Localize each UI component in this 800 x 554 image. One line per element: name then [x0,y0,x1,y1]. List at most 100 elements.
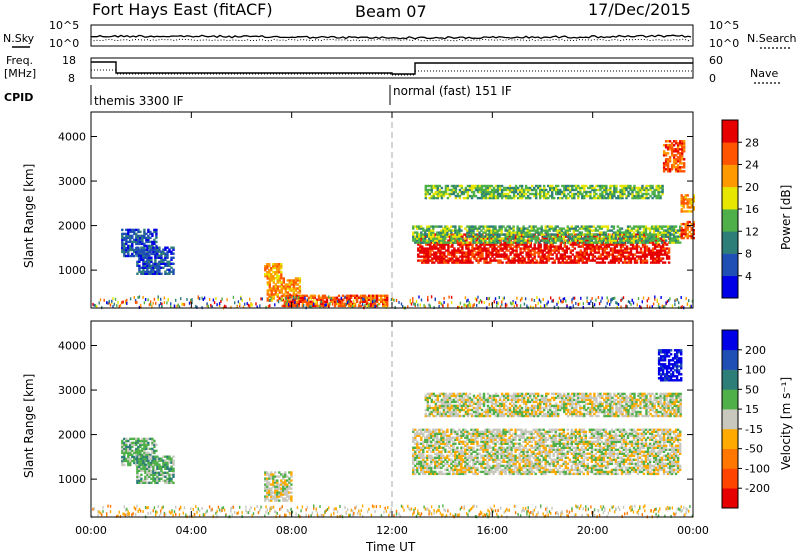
heatmap-cell-1-1 [170,469,173,472]
heatmap-cell-0-5 [513,257,516,260]
heatmap-cell-0-6 [436,231,439,234]
noise-left-tick-low: 10^0 [49,37,79,50]
heatmap-cell-0-5 [659,253,663,256]
heatmap-cell-0-6 [446,233,449,236]
heatmap-cell-0-5 [453,255,456,258]
heatmap-cell-0-6 [502,225,505,228]
heatmap-cell-0-7 [450,192,454,196]
heatmap-cell-0-1 [158,264,161,267]
heatmap-cell-0-6 [550,241,553,244]
ground-cell [285,302,287,306]
heatmap-cell-0-1 [162,262,165,265]
heatmap-cell-1-0 [123,457,126,461]
heatmap-cell-0-6 [662,237,666,240]
heatmap-cell-1-2 [266,489,269,492]
heatmap-cell-0-6 [648,235,652,238]
heatmap-cell-0-6 [666,225,670,228]
heatmap-cell-0-7 [657,196,660,200]
heatmap-cell-0-8 [662,168,666,171]
heatmap-cell-1-0 [127,457,130,461]
heatmap-cell-0-5 [573,233,576,236]
heatmap-cell-0-4 [335,296,339,299]
heatmap-cell-0-7 [535,196,538,200]
heatmap-cell-0-5 [599,245,603,248]
heatmap-cell-0-5 [561,259,564,262]
heatmap-cell-0-5 [639,261,643,264]
heatmap-cell-0-5 [521,243,524,246]
heatmap-cell-0-1 [146,268,149,271]
heatmap-cell-0-8 [672,148,676,151]
ground-cell [180,297,182,301]
heatmap-cell-0-7 [571,184,574,188]
heatmap-cell-0-8 [679,162,682,165]
heatmap-cell-0-6 [562,235,565,238]
heatmap-cell-0-10 [690,210,693,213]
colorbar-tick-label: 4 [745,270,752,283]
heatmap-cell-1-1 [142,481,145,484]
heatmap-cell-0-8 [679,166,682,169]
heatmap-cell-0-5 [661,239,665,242]
heatmap-cell-1-1 [150,473,153,476]
ground-cell [420,298,423,302]
ground-cell [467,298,469,302]
heatmap-cell-0-7 [633,186,636,190]
heatmap-cell-1-0 [141,447,144,451]
heatmap-cell-0-5 [501,261,504,264]
heatmap-cell-0-4 [323,300,327,303]
heatmap-cell-0-5 [569,243,572,246]
heatmap-cell-0-6 [584,233,587,236]
heatmap-cell-0-5 [643,261,647,264]
heatmap-cell-0-1 [138,264,141,267]
heatmap-cell-0-6 [596,241,600,244]
colorbar-tick-label: 12 [745,225,759,238]
heatmap-cell-0-5 [641,259,645,262]
heatmap-cell-0-6 [474,235,477,238]
heatmap-cell-0-6 [446,225,449,228]
heatmap-cell-0-4 [297,302,301,306]
heatmap-cell-0-0 [127,254,130,258]
heatmap-cell-0-5 [597,251,601,254]
heatmap-cell-1-0 [131,453,134,457]
heatmap-cell-0-7 [579,188,582,192]
heatmap-cell-0-6 [668,237,672,240]
heatmap-cell-0-6 [474,237,477,240]
heatmap-cell-0-6 [420,225,423,228]
heatmap-cell-0-6 [679,241,682,244]
heatmap-cell-0-0 [155,234,158,238]
heatmap-cell-0-5 [501,253,504,256]
heatmap-cell-0-6 [668,229,672,232]
heatmap-cell-0-0 [141,240,144,244]
ground-cell [646,299,648,303]
ground-cell [374,304,376,308]
heatmap-cell-0-6 [442,239,445,242]
heatmap-cell-1-0 [137,437,140,441]
heatmap-cell-0-5 [515,253,518,256]
heatmap-cell-0-9 [682,232,685,236]
heatmap-cell-1-1 [162,465,165,468]
heatmap-cell-0-8 [664,162,668,165]
heatmap-cell-0-4 [295,302,299,306]
ground-cell [557,300,559,304]
heatmap-cell-0-5 [491,255,494,258]
heatmap-cell-0-2 [272,265,275,268]
heatmap-cell-0-8 [679,156,682,159]
heatmap-cell-1-2 [290,475,293,478]
heatmap-cell-1-1 [152,473,155,476]
heatmap-cell-0-6 [586,225,589,228]
heatmap-cell-0-5 [665,257,669,260]
heatmap-cell-0-5 [461,235,464,238]
heatmap-cell-0-0 [133,254,136,258]
heatmap-cell-0-7 [553,186,556,190]
heatmap-cell-0-6 [458,229,461,232]
heatmap-cell-0-5 [439,247,442,250]
heatmap-cell-1-0 [141,443,144,447]
ground-cell [410,302,413,306]
heatmap-cell-0-6 [416,227,419,230]
heatmap-cell-0-2 [278,271,281,274]
heatmap-cell-0-7 [627,194,630,198]
heatmap-cell-0-4 [363,300,367,303]
heatmap-cell-0-3 [292,281,296,284]
heatmap-cell-0-5 [525,251,528,254]
heatmap-cell-0-9 [692,220,695,224]
ground-cell [306,298,309,302]
